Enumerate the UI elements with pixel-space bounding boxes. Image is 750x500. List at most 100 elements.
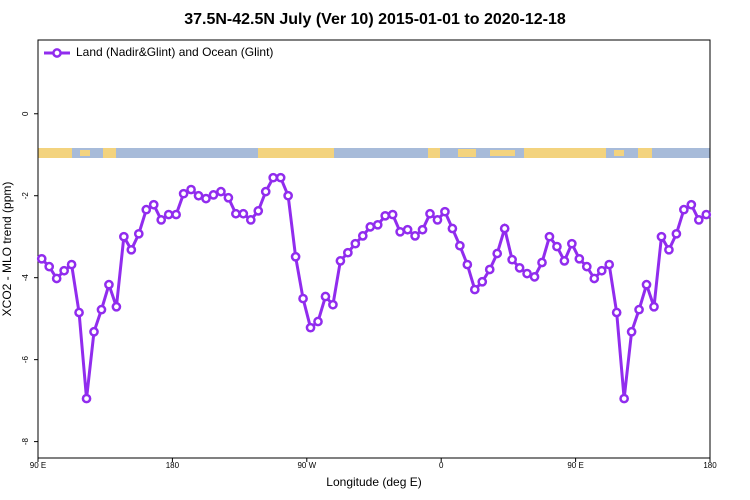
point — [693, 215, 704, 225]
point — [216, 186, 226, 197]
point — [148, 199, 159, 210]
land-segment — [490, 150, 515, 156]
point — [104, 279, 114, 290]
point — [223, 192, 234, 203]
point — [119, 231, 129, 242]
legend-label: Land (Nadir&Glint) and Ocean (Glint) — [76, 45, 273, 59]
point — [440, 206, 450, 217]
point — [619, 393, 629, 404]
point — [171, 209, 181, 220]
point — [514, 263, 525, 273]
point — [111, 301, 122, 312]
y-tick-label: -6 — [21, 356, 30, 364]
land-segment — [103, 148, 116, 158]
x-tick-label: 90 W — [297, 461, 316, 470]
point — [507, 254, 517, 265]
point — [298, 293, 308, 304]
point — [96, 304, 107, 315]
point — [283, 190, 293, 201]
point — [372, 219, 383, 230]
point — [529, 272, 540, 282]
point — [253, 206, 264, 216]
series-line — [40, 176, 708, 399]
plot-frame — [37, 39, 711, 459]
point — [455, 240, 465, 251]
point — [141, 204, 152, 215]
point — [231, 208, 241, 219]
point — [328, 299, 338, 310]
point — [305, 322, 316, 333]
point — [626, 326, 637, 337]
y-tick-label: -4 — [21, 274, 30, 282]
point — [238, 208, 249, 219]
point — [604, 259, 615, 270]
point — [201, 193, 211, 204]
point — [656, 231, 667, 242]
point — [335, 256, 346, 266]
point — [649, 301, 659, 312]
point — [641, 279, 652, 290]
point — [74, 307, 84, 318]
point — [357, 231, 368, 241]
point — [320, 291, 331, 302]
point — [634, 304, 644, 315]
land-segment — [38, 148, 72, 158]
point — [290, 251, 301, 262]
point — [402, 224, 413, 235]
point — [59, 265, 69, 276]
point — [447, 223, 458, 234]
point — [163, 209, 174, 220]
x-tick-label: 180 — [703, 461, 717, 470]
y-tick-label: -8 — [21, 438, 30, 446]
x-tick-label: 0 — [439, 461, 444, 470]
land-segment — [458, 149, 476, 157]
point — [410, 231, 420, 241]
point — [193, 190, 204, 201]
land-segment — [614, 150, 624, 156]
point — [275, 172, 286, 183]
point — [611, 307, 622, 318]
point — [596, 265, 607, 276]
point — [462, 259, 473, 270]
point — [589, 273, 600, 284]
point — [544, 231, 555, 242]
point — [245, 215, 256, 225]
point — [268, 172, 279, 183]
point — [574, 253, 585, 264]
y-tick-label: -2 — [21, 192, 30, 200]
point — [537, 257, 547, 268]
land-segment — [80, 150, 90, 156]
land-ocean-band — [38, 148, 710, 158]
point — [365, 222, 376, 232]
point — [343, 247, 353, 258]
land-segment — [258, 148, 334, 158]
x-axis-label: Longitude (deg E) — [326, 475, 421, 489]
point — [477, 276, 488, 287]
point — [671, 228, 682, 239]
point — [581, 261, 592, 272]
point — [686, 199, 697, 210]
y-axis-label: XCO2 - MLO trend (ppm) — [0, 182, 14, 317]
point — [66, 259, 77, 270]
point — [395, 226, 405, 237]
x-tick-label: 90 E — [567, 461, 583, 470]
point — [417, 224, 428, 235]
point — [701, 209, 712, 220]
land-segment — [524, 148, 606, 158]
point — [313, 316, 323, 327]
point — [492, 248, 503, 259]
point — [664, 244, 674, 255]
point — [567, 238, 577, 249]
x-tick-label: 180 — [166, 461, 180, 470]
point — [260, 186, 271, 197]
point — [380, 210, 391, 221]
point — [178, 188, 189, 199]
x-tick-label: 90 E — [30, 461, 46, 470]
point — [208, 190, 219, 200]
point — [133, 228, 144, 239]
point — [36, 253, 47, 264]
point — [81, 393, 92, 404]
point — [156, 215, 167, 225]
point — [425, 208, 435, 219]
